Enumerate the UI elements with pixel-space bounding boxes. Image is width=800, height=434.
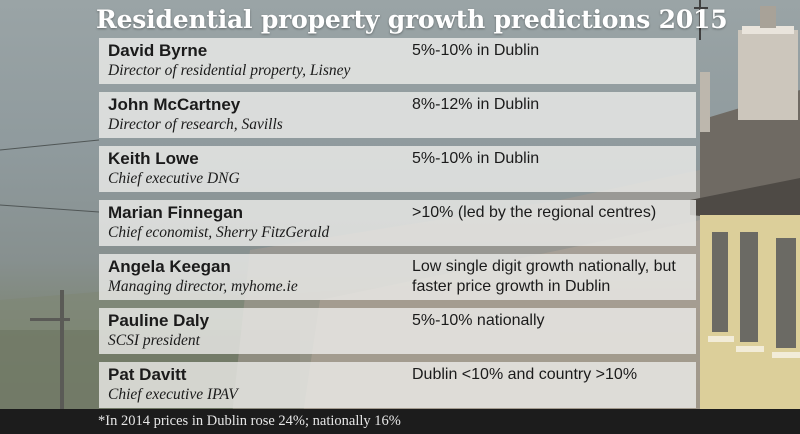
footnote-bar: *In 2014 prices in Dublin rose 24%; nati… [0,409,800,434]
prediction-text: 5%-10% in Dublin [412,42,540,59]
prediction-text: 5%-10% in Dublin [412,150,540,167]
person-role: Chief executive IPAV [108,386,238,403]
person-role: Director of residential property, Lisney [108,62,351,79]
table-row: Marian Finnegan Chief economist, Sherry … [99,200,696,246]
person-name: Angela Keegan [108,257,231,276]
prediction-text: 5%-10% nationally [412,312,545,329]
person-name: Pat Davitt [108,365,187,384]
person-role: Managing director, myhome.ie [108,278,298,295]
person-role: Chief economist, Sherry FitzGerald [108,224,330,241]
prediction-text: 8%-12% in Dublin [412,96,540,113]
table-row: Pat Davitt Chief executive IPAV Dublin <… [99,362,696,408]
footnote: *In 2014 prices in Dublin rose 24%; nati… [98,413,401,429]
table-row: John McCartney Director of research, Sav… [99,92,696,138]
person-role: Director of research, Savills [108,116,283,133]
person-name: Keith Lowe [108,149,199,168]
prediction-text: >10% (led by the regional centres) [412,204,657,221]
table-row: Keith Lowe Chief executive DNG 5%-10% in… [99,146,696,192]
person-role: Chief executive DNG [108,170,240,187]
person-role: SCSI president [108,332,200,349]
page-title: Residential property growth predictions … [96,5,728,34]
person-name: John McCartney [108,95,241,114]
person-name: David Byrne [108,41,208,60]
person-name: Marian Finnegan [108,203,244,222]
person-name: Pauline Daly [108,311,210,330]
prediction-text: Low single digit growth nationally, but … [412,258,676,295]
table-row: Angela Keegan Managing director, myhome.… [99,254,696,300]
table-row: Pauline Daly SCSI president 5%-10% natio… [99,308,696,354]
table-row: David Byrne Director of residential prop… [99,38,696,84]
prediction-text: Dublin <10% and country >10% [412,366,638,383]
